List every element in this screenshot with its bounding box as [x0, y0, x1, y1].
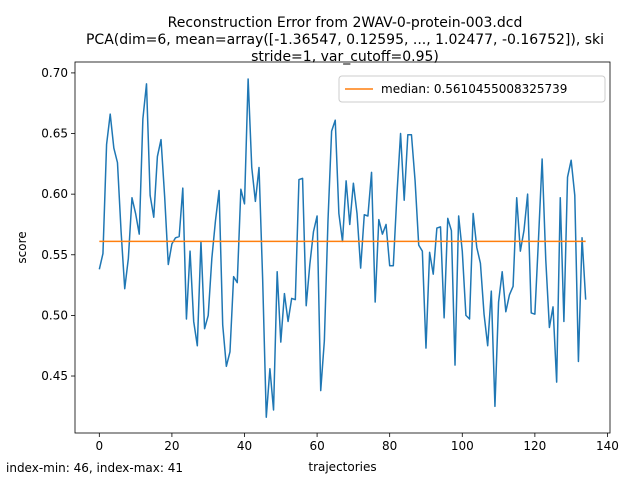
index-min-max-note: index-min: 46, index-max: 41 [6, 461, 183, 475]
y-tick-label: 0.60 [41, 187, 68, 201]
y-tick-label: 0.70 [41, 66, 68, 80]
y-tick-label: 0.65 [41, 127, 68, 141]
x-axis-label: trajectories [308, 460, 376, 474]
chart-title: Reconstruction Error from 2WAV-0-protein… [86, 15, 604, 65]
x-tick-label: 0 [95, 439, 103, 453]
x-tick-label: 40 [237, 439, 252, 453]
y-axis-label: score [15, 231, 29, 263]
plot-lines [98, 78, 587, 418]
chart-title-line-3: stride=1, var_cutoff=0.95) [251, 49, 439, 65]
x-tick-label: 80 [382, 439, 397, 453]
score-series-line [98, 78, 587, 418]
y-tick-label: 0.45 [41, 369, 68, 383]
legend: median: 0.5610455008325739 [338, 75, 606, 103]
x-tick-label: 140 [596, 439, 619, 453]
legend-label-median: median: 0.5610455008325739 [381, 82, 567, 96]
x-axis-ticks: 0 20 40 60 80 100 120 140 [95, 433, 619, 453]
chart-title-line-2: PCA(dim=6, mean=array([-1.36547, 0.12595… [86, 32, 604, 48]
x-tick-label: 120 [523, 439, 546, 453]
y-tick-label: 0.50 [41, 308, 68, 322]
x-tick-label: 20 [164, 439, 179, 453]
y-tick-label: 0.55 [41, 248, 68, 262]
x-tick-label: 60 [309, 439, 324, 453]
x-tick-label: 100 [451, 439, 474, 453]
y-axis-ticks: 0.45 0.50 0.55 0.60 0.65 0.70 [41, 66, 75, 383]
chart-title-line-1: Reconstruction Error from 2WAV-0-protein… [168, 15, 523, 31]
axes-frame [74, 61, 611, 434]
legend-box [338, 75, 606, 103]
